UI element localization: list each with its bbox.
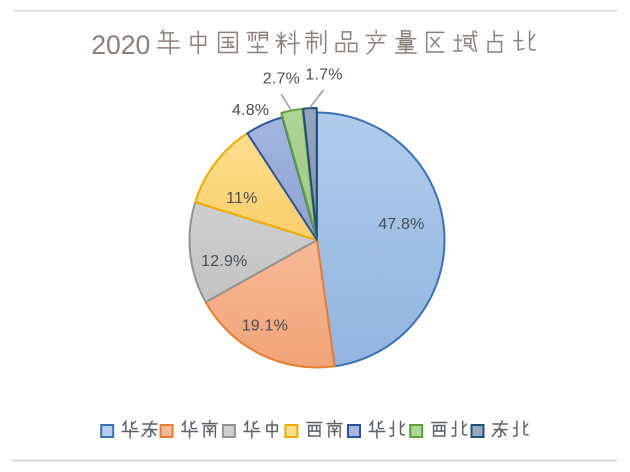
svg-text:2020: 2020 xyxy=(91,30,150,60)
svg-text:1.7%: 1.7% xyxy=(305,67,342,84)
svg-text:11%: 11% xyxy=(226,190,257,207)
svg-text:12.9%: 12.9% xyxy=(201,253,247,270)
svg-text:47.8%: 47.8% xyxy=(378,216,424,233)
svg-text:19.1%: 19.1% xyxy=(242,317,288,334)
svg-text:4.8%: 4.8% xyxy=(232,102,269,119)
svg-text:2.7%: 2.7% xyxy=(263,70,300,87)
